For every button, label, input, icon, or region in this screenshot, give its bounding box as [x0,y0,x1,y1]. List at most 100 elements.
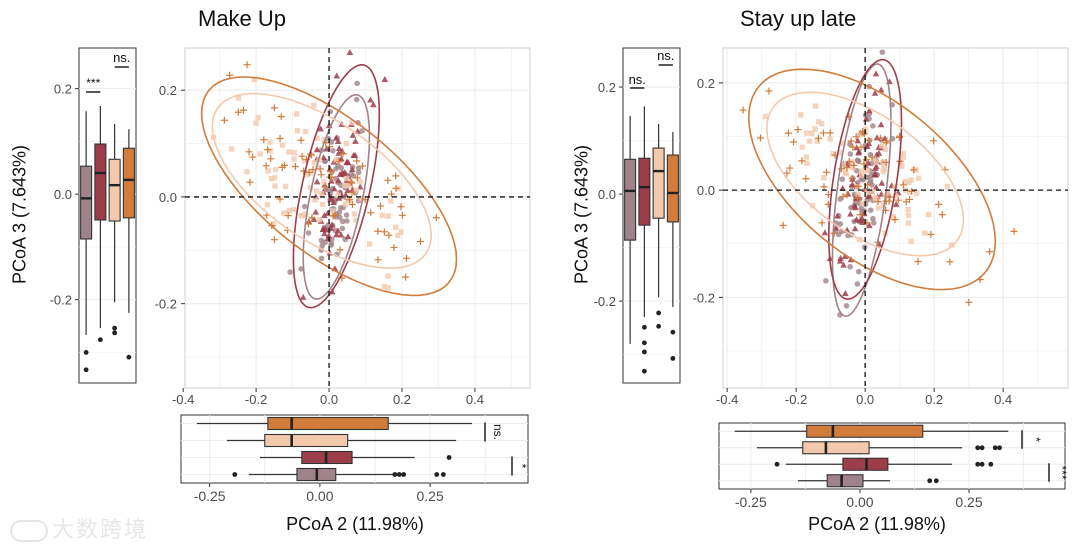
point-orange [326,173,334,181]
point-mauve [837,221,844,227]
point-peach [864,189,871,196]
point-peach [313,188,320,194]
point-orange [390,244,398,252]
point-orange [402,273,410,281]
point-darkred [871,165,879,172]
point-peach [294,111,300,117]
point-orange [739,106,747,114]
outlier-darkred [641,349,647,355]
point-peach [857,132,863,138]
significance-label: ns. [113,50,130,65]
x-axis-label-2: PCoA 2 (11.98%) [808,514,946,534]
point-peach [304,172,310,178]
point-darkred [840,261,847,268]
point-orange [865,136,873,144]
point-orange [938,211,946,219]
point-orange [348,179,356,187]
point-peach [864,167,870,174]
x-tick-label: 0.25 [416,488,443,504]
point-peach [882,146,889,152]
point-orange [270,236,278,244]
point-orange [316,165,324,173]
point-orange [986,248,994,256]
point-orange [416,238,424,246]
point-mauve [327,108,334,115]
confidence-ellipse-peach [766,91,965,257]
panel-title-make-up: Make Up [198,6,287,31]
point-mauve [870,220,877,226]
point-orange [908,187,916,195]
outlier-mauve [83,367,89,373]
point-orange [308,214,316,222]
point-peach [272,166,279,173]
point-orange [398,211,406,219]
point-peach [798,112,804,118]
point-orange [850,161,858,169]
outlier-orange [670,329,676,335]
point-mauve [298,266,304,272]
point-orange [906,195,914,203]
point-peach [349,120,355,126]
point-orange [823,168,831,176]
point-darkred [873,134,881,141]
point-orange [329,212,337,220]
point-peach [366,241,373,247]
point-darkred [871,89,879,96]
box-darkred [94,143,107,221]
box-orange [122,147,135,219]
point-peach [906,179,912,186]
point-peach [905,220,911,226]
point-peach [385,273,391,279]
point-peach [291,156,297,162]
point-peach [872,195,879,201]
point-orange [380,228,388,236]
x-tick-label: 0.2 [393,392,411,407]
point-peach [814,138,821,145]
point-darkred [872,183,880,190]
point-orange [857,143,865,151]
point-darkred [323,145,330,152]
point-darkred [821,229,829,236]
point-darkred [878,179,886,186]
outlier-mauve [392,472,398,477]
point-peach [342,201,349,207]
point-mauve [322,239,328,246]
outlier-darkred [641,368,647,374]
point-mauve [353,96,360,103]
outlier-peach [975,445,981,451]
point-mauve [348,171,355,177]
outlier-mauve [83,350,89,355]
point-orange [843,164,851,172]
point-peach [301,158,308,164]
x-tick-label: 0.25 [955,494,982,510]
point-peach [859,200,866,206]
x-tick-label: -0.4 [172,392,194,407]
x-tick-label: 0.4 [466,392,484,407]
point-orange [927,230,935,238]
outlier-mauve [440,472,446,477]
point-peach [267,148,274,154]
significance-label: ns. [629,72,646,87]
confidence-ellipse-darkred [827,58,903,301]
point-peach [235,95,242,101]
box-peach [108,158,121,222]
point-mauve [328,241,335,247]
point-mauve [879,49,886,56]
point-orange [894,196,902,204]
point-orange [249,153,257,161]
point-darkred [328,177,335,184]
point-peach [343,140,350,147]
point-darkred [866,107,873,114]
point-mauve [336,214,343,221]
x-tick-label: -0.2 [785,392,807,407]
point-darkred [313,146,321,153]
point-orange [284,212,292,220]
point-orange [839,193,847,201]
point-orange [280,161,288,169]
point-orange [756,134,764,142]
point-darkred [853,216,860,223]
outlier-peach [112,330,118,336]
point-orange [819,129,827,137]
point-mauve [870,215,876,222]
